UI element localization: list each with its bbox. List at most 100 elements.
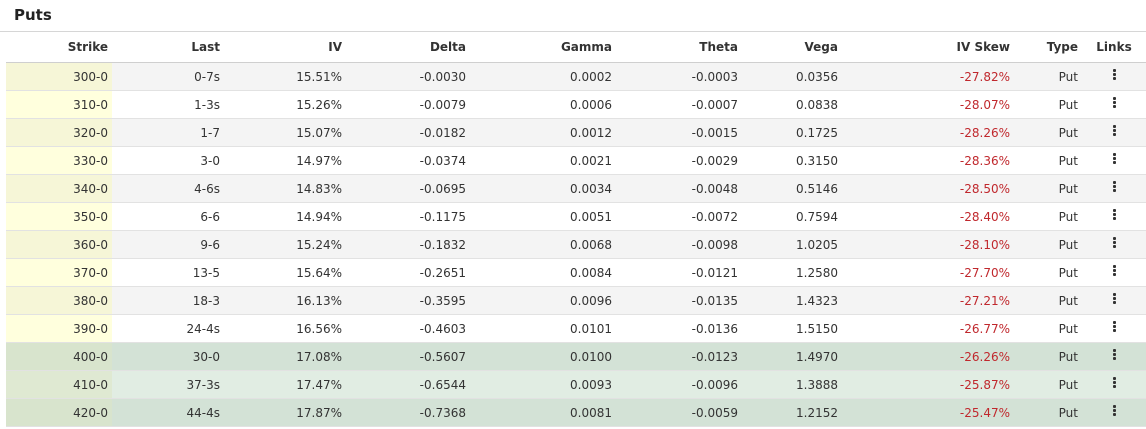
column-header-links: Links	[1082, 32, 1146, 63]
table-row[interactable]: 400-0 30-0 17.08% -0.5607 0.0100 -0.0123 1.497…	[6, 342, 1146, 371]
type-cell: Put	[1014, 342, 1082, 371]
links-cell	[1082, 230, 1146, 259]
table-row[interactable]: 320-0 1-7 15.07% -0.0182 0.0012 -0.0015 0.1725…	[6, 118, 1146, 147]
iv-cell: 17.87%	[224, 398, 346, 427]
vega-cell: 0.1725	[742, 118, 842, 147]
iv-cell: 14.94%	[224, 202, 346, 231]
iv-cell: 15.64%	[224, 258, 346, 287]
type-cell: Put	[1014, 370, 1082, 399]
kebab-menu-icon[interactable]	[1111, 349, 1117, 361]
links-cell	[1082, 118, 1146, 147]
column-header-last[interactable]: Last	[112, 32, 224, 63]
last-cell: 24-4s	[112, 314, 224, 343]
iv-cell: 17.08%	[224, 342, 346, 371]
theta-cell: -0.0015	[616, 118, 742, 147]
column-header-theta[interactable]: Theta	[616, 32, 742, 63]
strike-cell: 340-0	[6, 174, 112, 203]
kebab-menu-icon[interactable]	[1111, 209, 1117, 221]
table-row[interactable]: 340-0 4-6s 14.83% -0.0695 0.0034 -0.0048 0.514…	[6, 174, 1146, 203]
strike-cell: 410-0	[6, 370, 112, 399]
table-row[interactable]: 330-0 3-0 14.97% -0.0374 0.0021 -0.0029 0.3150…	[6, 146, 1146, 175]
table-row[interactable]: 410-0 37-3s 17.47% -0.6544 0.0093 -0.0096 1.38…	[6, 370, 1146, 399]
kebab-menu-icon[interactable]	[1111, 377, 1117, 389]
gamma-cell: 0.0002	[470, 62, 616, 91]
column-header-delta[interactable]: Delta	[346, 32, 470, 63]
iv-skew-cell: -27.82%	[842, 62, 1014, 91]
delta-cell: -0.7368	[346, 398, 470, 427]
gamma-cell: 0.0006	[470, 90, 616, 119]
kebab-menu-icon[interactable]	[1111, 181, 1117, 193]
gamma-cell: 0.0096	[470, 286, 616, 315]
table-row[interactable]: 390-0 24-4s 16.56% -0.4603 0.0101 -0.0136 1.51…	[6, 314, 1146, 343]
table-row[interactable]: 300-0 0-7s 15.51% -0.0030 0.0002 -0.0003 0.035…	[6, 62, 1146, 91]
theta-cell: -0.0048	[616, 174, 742, 203]
gamma-cell: 0.0034	[470, 174, 616, 203]
theta-cell: -0.0003	[616, 62, 742, 91]
last-cell: 6-6	[112, 202, 224, 231]
kebab-menu-icon[interactable]	[1111, 125, 1117, 137]
gamma-cell: 0.0051	[470, 202, 616, 231]
last-cell: 1-7	[112, 118, 224, 147]
table-row[interactable]: 370-0 13-5 15.64% -0.2651 0.0084 -0.0121 1.258…	[6, 258, 1146, 287]
table-row[interactable]: 350-0 6-6 14.94% -0.1175 0.0051 -0.0072 0.7594…	[6, 202, 1146, 231]
column-header-iv[interactable]: IV	[224, 32, 346, 63]
delta-cell: -0.2651	[346, 258, 470, 287]
header-row: Strike Last IV Delta Gamma Theta Vega IV…	[6, 32, 1146, 63]
links-cell	[1082, 314, 1146, 343]
kebab-menu-icon[interactable]	[1111, 265, 1117, 277]
delta-cell: -0.6544	[346, 370, 470, 399]
kebab-menu-icon[interactable]	[1111, 97, 1117, 109]
column-header-gamma[interactable]: Gamma	[470, 32, 616, 63]
gamma-cell: 0.0081	[470, 398, 616, 427]
theta-cell: -0.0098	[616, 230, 742, 259]
column-header-strike[interactable]: Strike	[6, 32, 112, 63]
strike-cell: 300-0	[6, 62, 112, 91]
iv-skew-cell: -25.87%	[842, 370, 1014, 399]
theta-cell: -0.0135	[616, 286, 742, 315]
iv-skew-cell: -27.70%	[842, 258, 1014, 287]
iv-cell: 14.97%	[224, 146, 346, 175]
kebab-menu-icon[interactable]	[1111, 153, 1117, 165]
column-header-type[interactable]: Type	[1014, 32, 1082, 63]
gamma-cell: 0.0012	[470, 118, 616, 147]
delta-cell: -0.3595	[346, 286, 470, 315]
iv-skew-cell: -28.50%	[842, 174, 1014, 203]
table-row[interactable]: 380-0 18-3 16.13% -0.3595 0.0096 -0.0135 1.432…	[6, 286, 1146, 315]
delta-cell: -0.1832	[346, 230, 470, 259]
gamma-cell: 0.0093	[470, 370, 616, 399]
links-cell	[1082, 146, 1146, 175]
kebab-menu-icon[interactable]	[1111, 293, 1117, 305]
vega-cell: 0.3150	[742, 146, 842, 175]
iv-cell: 14.83%	[224, 174, 346, 203]
iv-skew-cell: -28.40%	[842, 202, 1014, 231]
last-cell: 4-6s	[112, 174, 224, 203]
vega-cell: 1.5150	[742, 314, 842, 343]
kebab-menu-icon[interactable]	[1111, 321, 1117, 333]
iv-skew-cell: -26.77%	[842, 314, 1014, 343]
gamma-cell: 0.0100	[470, 342, 616, 371]
table-row[interactable]: 360-0 9-6 15.24% -0.1832 0.0068 -0.0098 1.0205…	[6, 230, 1146, 259]
type-cell: Put	[1014, 314, 1082, 343]
iv-skew-cell: -28.10%	[842, 230, 1014, 259]
iv-cell: 15.26%	[224, 90, 346, 119]
column-header-iv-skew[interactable]: IV Skew	[842, 32, 1014, 63]
kebab-menu-icon[interactable]	[1111, 405, 1117, 417]
delta-cell: -0.0030	[346, 62, 470, 91]
last-cell: 13-5	[112, 258, 224, 287]
strike-cell: 360-0	[6, 230, 112, 259]
column-header-vega[interactable]: Vega	[742, 32, 842, 63]
vega-cell: 0.7594	[742, 202, 842, 231]
iv-skew-cell: -28.07%	[842, 90, 1014, 119]
links-cell	[1082, 342, 1146, 371]
vega-cell: 1.4323	[742, 286, 842, 315]
iv-skew-cell: -26.26%	[842, 342, 1014, 371]
kebab-menu-icon[interactable]	[1111, 69, 1117, 81]
type-cell: Put	[1014, 258, 1082, 287]
strike-cell: 370-0	[6, 258, 112, 287]
table-row[interactable]: 420-0 44-4s 17.87% -0.7368 0.0081 -0.0059 1.21…	[6, 398, 1146, 427]
links-cell	[1082, 258, 1146, 287]
delta-cell: -0.0695	[346, 174, 470, 203]
kebab-menu-icon[interactable]	[1111, 237, 1117, 249]
table-row[interactable]: 310-0 1-3s 15.26% -0.0079 0.0006 -0.0007 0.083…	[6, 90, 1146, 119]
